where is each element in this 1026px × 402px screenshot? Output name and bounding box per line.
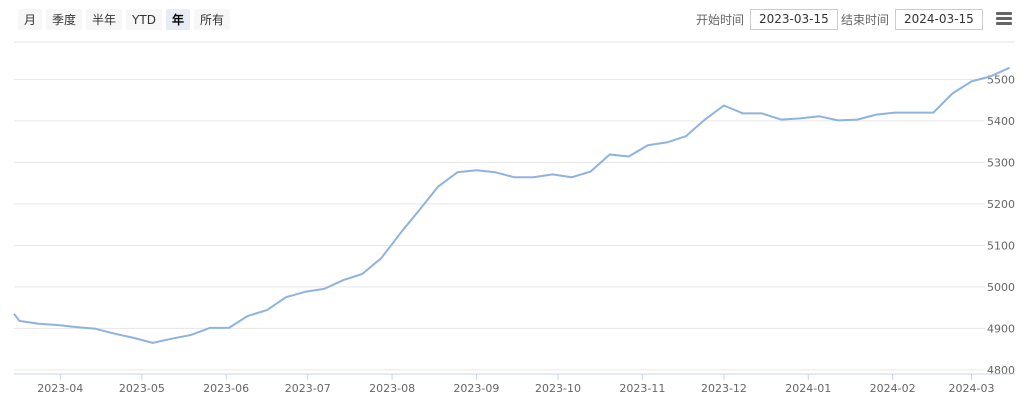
x-tick-label: 2024-02	[870, 382, 916, 395]
y-tick-label: 5300	[987, 156, 1015, 169]
x-tick-label: 2023-10	[535, 382, 581, 395]
end-date-input[interactable]: 2024-03-15	[895, 9, 983, 30]
y-tick-label: 4900	[987, 322, 1015, 335]
hamburger-menu-icon[interactable]	[996, 12, 1012, 27]
range-button-ytd[interactable]: YTD	[126, 9, 162, 30]
x-tick-label: 2024-03	[948, 382, 994, 395]
range-button-half-year[interactable]: 半年	[86, 9, 123, 30]
range-button-quarter[interactable]: 季度	[46, 9, 83, 30]
x-tick-label: 2024-01	[785, 382, 831, 395]
y-tick-label: 5400	[987, 115, 1015, 128]
x-tick-label: 2023-09	[453, 382, 499, 395]
start-date-label: 开始时间	[696, 13, 745, 27]
y-tick-label: 5200	[987, 198, 1015, 211]
series-line	[13, 66, 1011, 344]
y-tick-label: 4800	[987, 364, 1015, 377]
range-selector: 月 季度 半年 YTD 年 所有	[18, 9, 230, 30]
end-date-label: 结束时间	[841, 13, 890, 27]
range-button-month[interactable]: 月	[18, 9, 43, 30]
y-tick-label: 5100	[987, 239, 1015, 252]
x-tick-label: 2023-06	[203, 382, 249, 395]
x-tick-label: 2023-11	[619, 382, 665, 395]
range-button-year[interactable]: 年	[165, 9, 190, 30]
y-tick-label: 5000	[987, 281, 1015, 294]
start-date-group: 开始时间 2023-03-15	[696, 9, 838, 30]
range-button-all[interactable]: 所有	[193, 9, 230, 30]
x-tick-label: 2023-07	[285, 382, 331, 395]
y-tick-label: 5500	[987, 73, 1015, 86]
x-tick-label: 2023-12	[701, 382, 747, 395]
end-date-group: 结束时间 2024-03-15	[841, 9, 983, 30]
start-date-input[interactable]: 2023-03-15	[750, 9, 838, 30]
x-tick-label: 2023-05	[119, 382, 165, 395]
x-tick-label: 2023-08	[369, 382, 415, 395]
x-tick-label: 2023-04	[37, 382, 83, 395]
